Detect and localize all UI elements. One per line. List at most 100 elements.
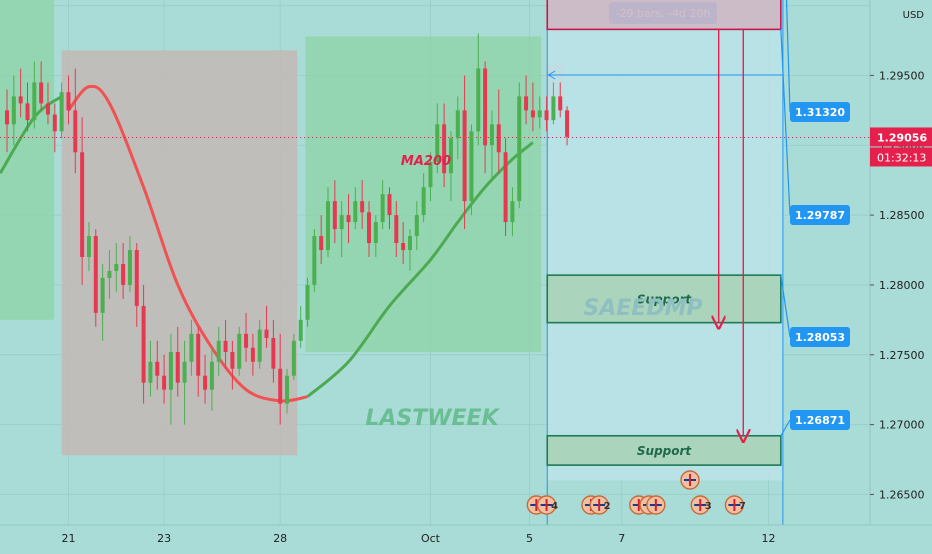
time-tick-label: 12 xyxy=(762,532,776,545)
zone-price-tag-bg xyxy=(790,205,850,225)
candle-up xyxy=(182,361,187,383)
price-axis-bg xyxy=(870,0,932,550)
sr-zones[interactable]: Resistance1.31320Resistance1.29787Suppor… xyxy=(546,0,850,466)
currency-label: USD xyxy=(903,10,925,21)
candle-down xyxy=(73,110,78,153)
candle-up xyxy=(551,96,556,121)
candle-up xyxy=(455,110,460,139)
time-tick-label: 5 xyxy=(526,532,533,545)
candle-down xyxy=(442,124,447,174)
event-badges[interactable]: 44223437 xyxy=(526,470,746,515)
zone-price-tag: 1.26871 xyxy=(795,414,845,427)
candle-up xyxy=(380,194,385,223)
candle-up xyxy=(421,187,426,216)
wave-curve xyxy=(67,84,308,403)
candle-down xyxy=(394,215,399,244)
event-badge-count: 2 xyxy=(604,501,611,512)
time-tick-label: Oct xyxy=(421,532,441,545)
candle-down xyxy=(387,194,392,216)
candle-up xyxy=(257,329,262,362)
candle-up xyxy=(312,236,317,285)
candle-up xyxy=(107,270,112,278)
candle-down xyxy=(524,96,529,111)
candle-down xyxy=(80,152,85,258)
candles xyxy=(5,33,570,425)
candle-up xyxy=(114,263,119,271)
candle-up xyxy=(237,333,242,369)
ma200-label: MA200 xyxy=(401,154,451,169)
last-price-tag: 1.29056 xyxy=(877,131,927,144)
candle-down xyxy=(250,347,255,362)
zone-resistance xyxy=(546,0,782,31)
zone-support xyxy=(546,274,782,324)
candle-up xyxy=(216,340,221,362)
zone-tag-connector xyxy=(780,419,791,437)
candle-up xyxy=(189,333,194,362)
event-badge-count: 4 xyxy=(551,501,558,512)
range-boxes xyxy=(0,0,564,456)
zone-price-tag: 1.31320 xyxy=(795,106,845,119)
candle-up xyxy=(510,201,515,223)
last-price-tag-bg xyxy=(870,127,932,147)
annotations: MA200 LASTWEEK SAEEDMP xyxy=(365,154,702,431)
price-tick-label: 1.28000 xyxy=(879,279,925,292)
time-tick-label: 23 xyxy=(157,532,171,545)
measure-fill xyxy=(547,0,783,481)
candle-up xyxy=(407,236,412,251)
watermark-label: SAEEDMP xyxy=(583,296,702,321)
candle-down xyxy=(544,110,549,121)
candle-up xyxy=(209,361,214,390)
measure-arrow-head xyxy=(547,70,556,80)
candle-up xyxy=(168,351,173,390)
price-tick-label: 1.27500 xyxy=(879,349,925,362)
range-box-grey xyxy=(61,50,298,456)
candle-up xyxy=(489,124,494,146)
candle-up xyxy=(353,201,358,223)
countdown-tag-bg xyxy=(870,147,932,167)
candle-up xyxy=(59,92,64,132)
candle-up xyxy=(127,250,132,285)
candle-down xyxy=(66,92,71,111)
zone-price-tag-bg xyxy=(790,327,850,347)
zone-tag-connector xyxy=(785,0,791,113)
zone-price-tag-bg xyxy=(790,102,850,122)
rise-curve xyxy=(306,141,534,398)
candle-down xyxy=(39,82,44,104)
price-tick-label: 1.26500 xyxy=(879,488,925,501)
candle-down xyxy=(155,361,160,376)
time-tick-label: 28 xyxy=(273,532,287,545)
zone-label: Support xyxy=(637,292,693,306)
candle-up xyxy=(291,340,296,376)
candle-down xyxy=(244,333,249,348)
countdown-tag: 01:32:13 xyxy=(877,151,926,164)
candle-down xyxy=(360,201,365,213)
candle-down xyxy=(134,250,139,306)
candle-down xyxy=(175,351,180,383)
time-axis-bg xyxy=(0,525,932,550)
candle-up xyxy=(428,162,433,188)
zone-price-tag: 1.28053 xyxy=(795,331,845,344)
candle-down xyxy=(18,96,23,104)
candle-down xyxy=(264,329,269,339)
candle-down xyxy=(496,124,501,153)
candle-up xyxy=(32,82,37,121)
candle-down xyxy=(565,110,570,137)
time-tick-label: 21 xyxy=(61,532,75,545)
candle-up xyxy=(148,361,153,383)
candle-down xyxy=(141,305,146,383)
candle-down xyxy=(223,340,228,352)
candle-down xyxy=(530,110,535,118)
event-badge-count: 3 xyxy=(705,501,712,512)
projection-arrows xyxy=(719,29,744,435)
candle-down xyxy=(5,110,9,125)
candle-down xyxy=(366,212,371,244)
zone-tag-connector xyxy=(780,29,791,216)
event-badge-count: 7 xyxy=(739,501,746,512)
candle-down xyxy=(271,338,276,369)
candle-down xyxy=(319,236,324,251)
candle-up xyxy=(305,284,310,320)
candle-down xyxy=(52,114,57,132)
